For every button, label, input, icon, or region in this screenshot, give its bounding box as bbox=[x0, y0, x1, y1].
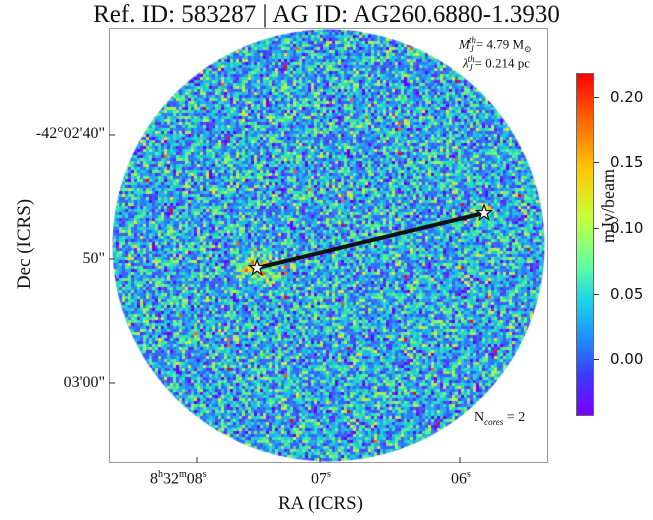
plot-title: Ref. ID: 583287 | AG ID: AG260.6880-1.39… bbox=[93, 1, 560, 28]
cbar-tick-mark-2 bbox=[594, 162, 599, 163]
y-axis-label: Dec (ICRS) bbox=[14, 198, 35, 290]
cbar-tick-mark-4 bbox=[594, 294, 599, 295]
cbar-tick-label-4: 0.05 bbox=[610, 285, 644, 303]
xtick-label-3: 06s bbox=[451, 469, 471, 488]
cbar-tick-label-1: 0.20 bbox=[610, 88, 644, 106]
ytick-label-1: -42°02'40" bbox=[35, 125, 105, 142]
cbar-tick-mark-3 bbox=[594, 228, 599, 229]
ytick-label-3: 03'00" bbox=[63, 374, 105, 391]
xtick-label-1: 8h32m08s bbox=[150, 469, 207, 488]
cbar-tick-label-2: 0.15 bbox=[610, 153, 644, 171]
mass-annotation: MJth= 4.79 M⊙ bbox=[459, 35, 532, 54]
cbar-tick-label-5: 0.00 bbox=[610, 350, 644, 368]
ytick-label-2: 50" bbox=[82, 250, 105, 267]
ncores-annotation: Ncores = 2 bbox=[474, 410, 526, 427]
xtick-label-2: 07s bbox=[311, 469, 331, 488]
cbar-tick-mark-5 bbox=[594, 359, 599, 360]
colorbar-label: mJy/beam bbox=[598, 169, 618, 243]
colorbar bbox=[576, 73, 594, 416]
jeans-length-annotation: λJth= 0.214 pc bbox=[463, 54, 531, 73]
cbar-tick-mark-1 bbox=[594, 97, 599, 98]
emission-map bbox=[110, 29, 547, 462]
x-axis-label: RA (ICRS) bbox=[278, 493, 363, 514]
cbar-tick-label-3: 0.10 bbox=[610, 219, 644, 237]
